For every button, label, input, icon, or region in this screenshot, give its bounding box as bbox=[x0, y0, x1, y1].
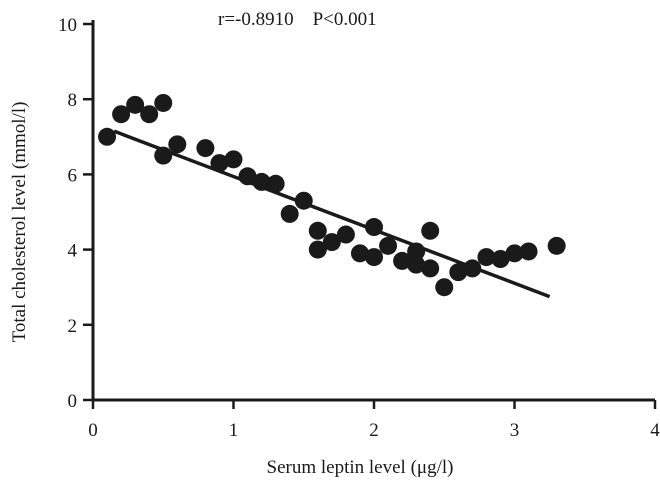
data-point bbox=[407, 242, 426, 261]
data-point bbox=[421, 259, 440, 278]
data-point bbox=[294, 191, 313, 210]
data-point bbox=[154, 146, 173, 165]
data-point bbox=[308, 221, 327, 240]
data-point bbox=[379, 236, 398, 255]
data-point bbox=[266, 174, 285, 193]
data-point bbox=[519, 242, 538, 261]
x-tick-label: 1 bbox=[229, 420, 239, 441]
y-tick-label: 0 bbox=[68, 391, 78, 412]
data-point bbox=[336, 225, 355, 244]
data-point bbox=[308, 240, 327, 259]
y-tick-label: 10 bbox=[58, 15, 77, 36]
y-ticks: 0 2 4 6 8 10 bbox=[58, 15, 93, 412]
data-point bbox=[365, 248, 383, 267]
data-point bbox=[491, 250, 510, 268]
data-point bbox=[196, 139, 215, 158]
data-point bbox=[505, 244, 524, 263]
y-tick-label: 2 bbox=[68, 316, 78, 337]
data-point bbox=[168, 135, 187, 154]
data-point bbox=[126, 95, 145, 114]
data-point bbox=[280, 204, 299, 223]
x-tick-label: 0 bbox=[88, 420, 98, 441]
data-point bbox=[238, 167, 257, 186]
data-point bbox=[463, 259, 482, 278]
data-point bbox=[407, 255, 426, 274]
y-tick-label: 4 bbox=[68, 241, 78, 262]
correlation-annotation: r=-0.8910 P<0.001 bbox=[218, 9, 377, 30]
regression-line bbox=[113, 129, 551, 299]
x-ticks: 0 1 2 3 4 bbox=[88, 400, 660, 441]
data-point bbox=[477, 248, 496, 267]
data-point bbox=[449, 263, 468, 282]
data-point bbox=[393, 251, 412, 270]
data-point bbox=[365, 218, 383, 237]
x-tick-label: 4 bbox=[650, 420, 660, 441]
data-point bbox=[547, 236, 566, 255]
data-point bbox=[210, 154, 229, 173]
data-point bbox=[350, 244, 369, 263]
data-point bbox=[154, 93, 173, 112]
data-point bbox=[224, 150, 243, 169]
data-point bbox=[421, 221, 440, 240]
data-point bbox=[435, 278, 454, 297]
plot-area bbox=[98, 93, 566, 299]
data-point bbox=[322, 233, 341, 252]
data-point bbox=[252, 172, 271, 191]
data-point bbox=[98, 127, 117, 146]
y-tick-label: 6 bbox=[68, 165, 78, 186]
y-axis-title: Total cholesterol level (mmol/l) bbox=[9, 102, 30, 343]
x-tick-label: 3 bbox=[510, 420, 520, 441]
x-tick-label: 2 bbox=[369, 420, 379, 441]
data-point bbox=[140, 105, 159, 124]
data-point bbox=[112, 105, 131, 124]
x-axis-title: Serum leptin level (μg/l) bbox=[267, 457, 454, 478]
y-tick-label: 8 bbox=[68, 90, 78, 111]
